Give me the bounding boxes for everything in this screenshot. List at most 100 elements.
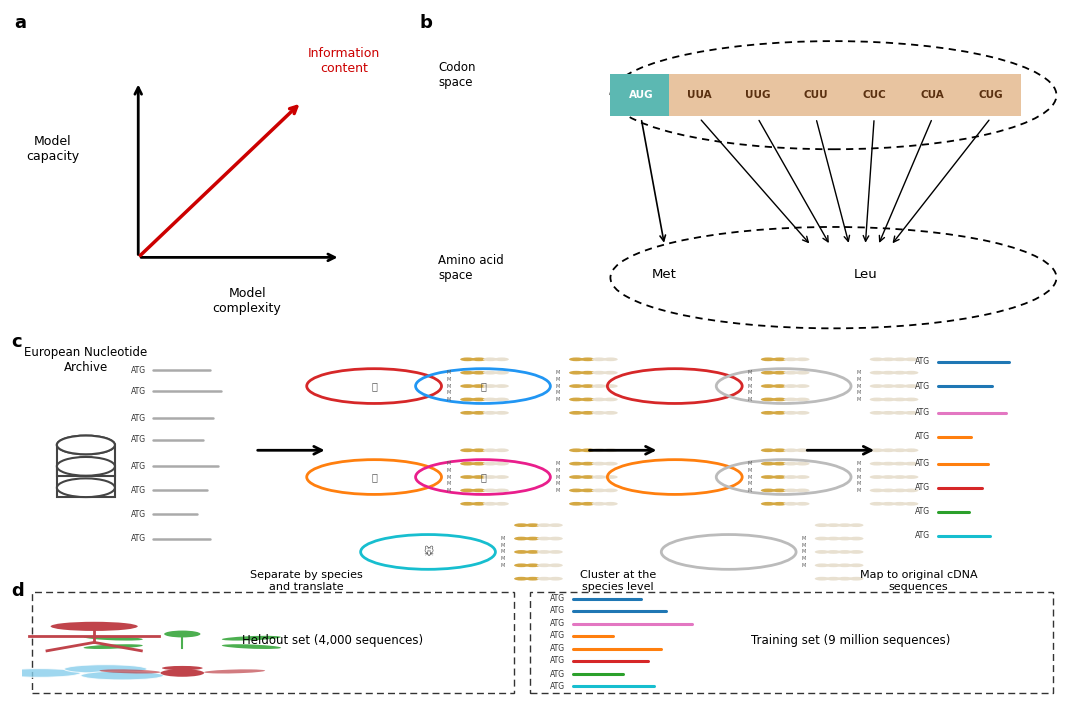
Text: CUA: CUA (920, 90, 944, 100)
Circle shape (784, 448, 798, 452)
Circle shape (569, 475, 583, 479)
Circle shape (580, 384, 595, 388)
Circle shape (604, 371, 618, 375)
Circle shape (81, 671, 164, 680)
FancyBboxPatch shape (32, 592, 514, 693)
Ellipse shape (57, 478, 114, 497)
Circle shape (881, 411, 895, 415)
Circle shape (838, 550, 852, 554)
Circle shape (760, 462, 775, 465)
Text: Training set (9 million sequences): Training set (9 million sequences) (752, 634, 950, 647)
Circle shape (580, 448, 595, 452)
Circle shape (460, 502, 475, 505)
Circle shape (514, 523, 528, 527)
FancyBboxPatch shape (610, 74, 672, 116)
Circle shape (795, 371, 810, 375)
Circle shape (904, 502, 918, 505)
Circle shape (549, 523, 563, 527)
Circle shape (881, 358, 895, 361)
Circle shape (526, 563, 540, 567)
Circle shape (760, 502, 775, 505)
Circle shape (592, 358, 606, 361)
Circle shape (495, 358, 509, 361)
Text: ATG: ATG (916, 532, 931, 541)
Text: ATG: ATG (131, 435, 146, 444)
Ellipse shape (204, 670, 266, 674)
Text: M
M
M
M
M: M M M M M (447, 461, 451, 493)
Circle shape (460, 358, 475, 361)
Circle shape (483, 502, 498, 505)
Circle shape (569, 448, 583, 452)
Circle shape (472, 462, 486, 465)
FancyBboxPatch shape (843, 74, 905, 116)
Circle shape (869, 371, 885, 375)
Circle shape (784, 475, 798, 479)
Circle shape (549, 577, 563, 581)
Text: ATG: ATG (131, 486, 146, 495)
Circle shape (904, 384, 918, 388)
Text: ATG: ATG (551, 594, 566, 603)
Circle shape (795, 475, 810, 479)
Circle shape (849, 577, 864, 581)
Circle shape (580, 489, 595, 492)
Circle shape (483, 448, 498, 452)
Circle shape (892, 489, 907, 492)
Text: ATG: ATG (916, 508, 931, 516)
Circle shape (826, 523, 840, 527)
Text: ATG: ATG (131, 462, 146, 471)
Text: ATG: ATG (551, 620, 566, 629)
FancyBboxPatch shape (669, 74, 730, 116)
Circle shape (51, 622, 138, 631)
Text: ATG: ATG (131, 414, 146, 422)
Circle shape (526, 577, 540, 581)
FancyBboxPatch shape (960, 74, 1022, 116)
Circle shape (869, 502, 885, 505)
Text: Cluster at the
species level: Cluster at the species level (580, 570, 656, 592)
Circle shape (514, 536, 528, 541)
Text: UUA: UUA (687, 90, 712, 100)
Circle shape (784, 398, 798, 401)
Circle shape (760, 411, 775, 415)
Text: Separate by species
and translate: Separate by species and translate (251, 570, 363, 592)
Circle shape (795, 462, 810, 465)
Text: Leu: Leu (853, 268, 877, 281)
Circle shape (537, 577, 552, 581)
Circle shape (472, 411, 486, 415)
Circle shape (472, 502, 486, 505)
Text: ATG: ATG (916, 459, 931, 468)
Circle shape (795, 502, 810, 505)
Circle shape (772, 398, 786, 401)
Text: c: c (11, 332, 22, 351)
Circle shape (784, 371, 798, 375)
Circle shape (881, 384, 895, 388)
Text: ATG: ATG (131, 510, 146, 519)
Circle shape (580, 411, 595, 415)
Circle shape (826, 550, 840, 554)
Circle shape (838, 536, 852, 541)
Circle shape (483, 475, 498, 479)
Text: ATG: ATG (916, 408, 931, 417)
Circle shape (604, 358, 618, 361)
Text: ATG: ATG (551, 631, 566, 641)
Circle shape (460, 462, 475, 465)
Circle shape (580, 398, 595, 401)
Circle shape (604, 502, 618, 505)
Circle shape (838, 577, 852, 581)
Circle shape (162, 666, 203, 670)
Circle shape (569, 502, 583, 505)
Circle shape (472, 489, 486, 492)
Circle shape (826, 577, 840, 581)
Circle shape (483, 411, 498, 415)
Circle shape (881, 462, 895, 465)
Circle shape (604, 411, 618, 415)
Circle shape (569, 411, 583, 415)
Circle shape (580, 371, 595, 375)
Circle shape (604, 475, 618, 479)
Circle shape (795, 489, 810, 492)
Circle shape (604, 462, 618, 465)
Circle shape (784, 384, 798, 388)
FancyBboxPatch shape (727, 74, 788, 116)
Circle shape (892, 475, 907, 479)
Circle shape (592, 448, 606, 452)
Circle shape (795, 384, 810, 388)
